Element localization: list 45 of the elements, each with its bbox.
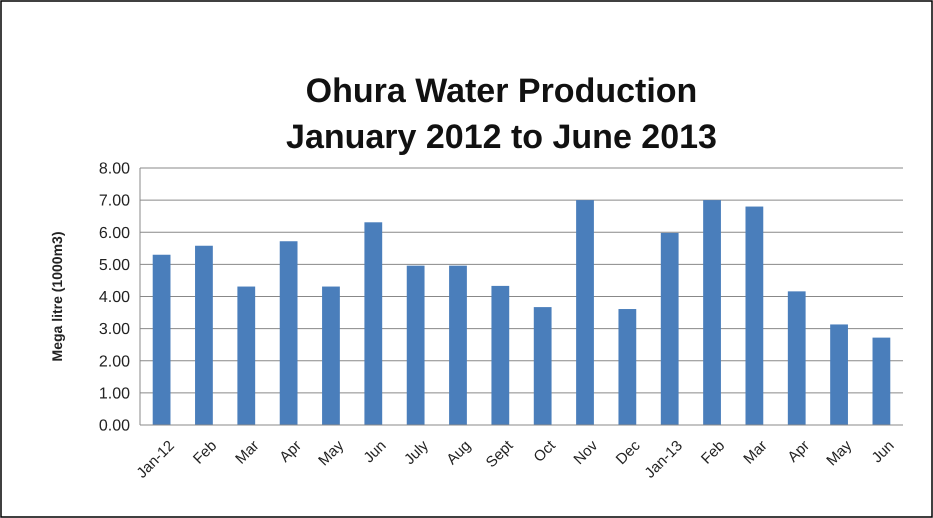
bar xyxy=(449,266,467,425)
bar xyxy=(576,200,594,425)
y-tick-label: 4.00 xyxy=(98,289,130,306)
x-tick-label: Jun xyxy=(868,437,898,466)
bar xyxy=(872,338,890,425)
bar xyxy=(364,222,382,425)
x-tick-label: July xyxy=(401,436,432,468)
bar xyxy=(406,266,425,425)
x-tick-label: Aug xyxy=(443,437,474,468)
y-tick-label: 2.00 xyxy=(98,353,130,370)
bar xyxy=(280,241,298,425)
x-tick-label: May xyxy=(315,436,348,470)
chart-subtitle: January 2012 to June 2013 xyxy=(286,118,717,156)
y-axis-title: Mega litre (1000m3) xyxy=(49,232,65,362)
bar xyxy=(152,254,170,425)
bar xyxy=(195,246,213,425)
x-tick-label: Oct xyxy=(530,436,560,466)
x-tick-label: Nov xyxy=(570,436,602,468)
bar xyxy=(237,286,256,425)
x-tick-label: Apr xyxy=(784,437,813,466)
bar xyxy=(618,309,636,425)
y-tick-label: 3.00 xyxy=(98,321,130,338)
chart-title: Ohura Water Production xyxy=(306,72,698,110)
bar xyxy=(788,291,806,425)
y-tick-label: 1.00 xyxy=(98,385,130,402)
x-tick-label: May xyxy=(823,436,856,470)
x-tick-label: Jun xyxy=(360,437,390,466)
y-tick-label: 0.00 xyxy=(98,418,130,435)
bar xyxy=(703,200,721,425)
x-tick-label: Feb xyxy=(698,437,728,468)
bar xyxy=(322,286,340,425)
x-tick-label: Mar xyxy=(740,437,771,468)
bar xyxy=(491,286,510,425)
y-tick-label: 5.00 xyxy=(98,256,130,274)
y-tick-label: 7.00 xyxy=(98,192,130,210)
x-tick-label: Dec xyxy=(612,436,644,468)
bar xyxy=(830,324,848,425)
y-tick-label: 6.00 xyxy=(98,224,130,242)
bar xyxy=(745,206,764,425)
x-tick-label: Mar xyxy=(232,437,263,468)
y-tick-label: 8.00 xyxy=(98,160,130,178)
x-tick-label: Apr xyxy=(276,437,305,466)
bar xyxy=(534,307,552,425)
x-tick-label: Feb xyxy=(190,437,220,468)
bar xyxy=(660,232,679,425)
